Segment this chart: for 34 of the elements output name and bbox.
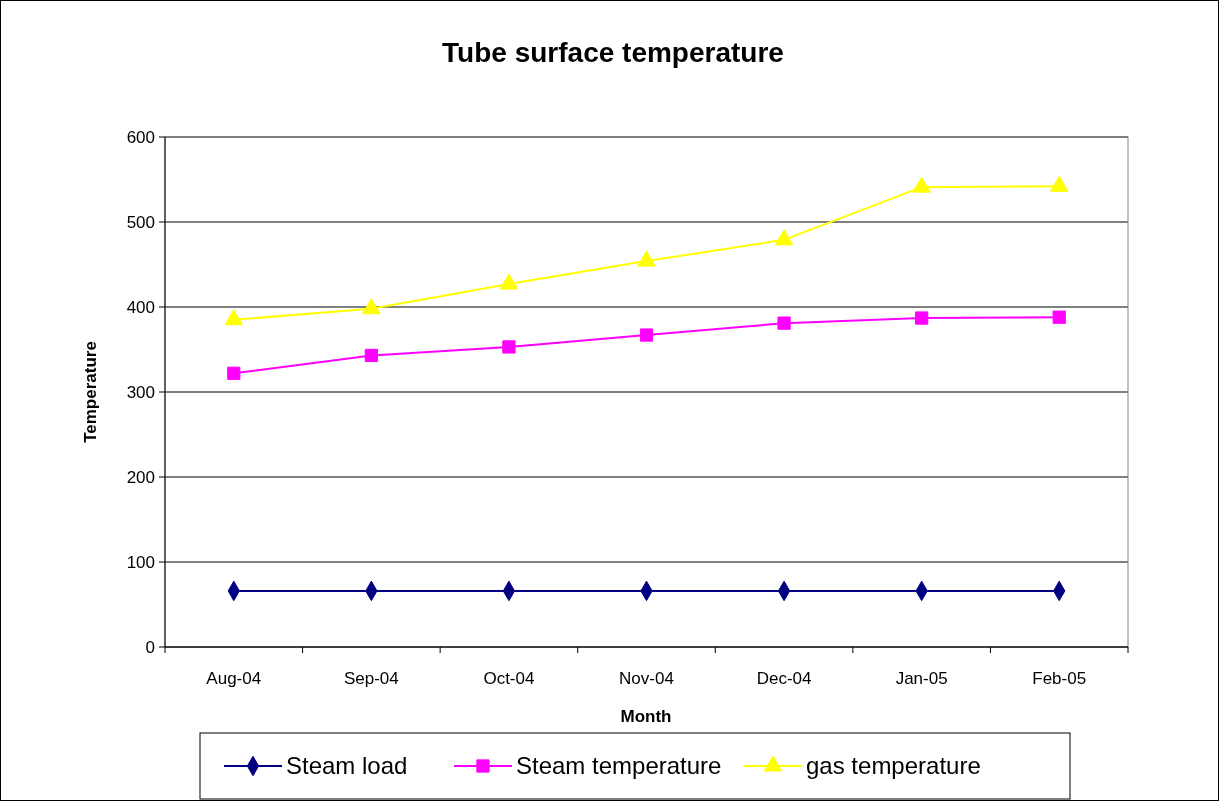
legend-label: Steam load xyxy=(286,752,408,780)
point xyxy=(915,311,929,325)
x-axis-title: Month xyxy=(620,707,672,726)
x-tick-label: Aug-04 xyxy=(206,669,262,688)
x-tick-label: Jan-05 xyxy=(895,669,948,688)
point xyxy=(639,328,654,342)
point xyxy=(362,298,381,315)
x-tick-label: Nov-04 xyxy=(619,669,674,688)
legend-label: Steam temperature xyxy=(516,752,722,780)
point xyxy=(1050,175,1069,192)
chart-title: Tube surface temperature xyxy=(442,37,784,68)
point xyxy=(637,250,656,267)
x-tick-label: Sep-04 xyxy=(343,669,399,688)
y-tick-label: 500 xyxy=(126,212,155,232)
x-tick-label: Feb-05 xyxy=(1032,669,1087,688)
x-tick-label: Oct-04 xyxy=(483,669,535,688)
point xyxy=(912,176,931,193)
point xyxy=(224,309,243,326)
y-tick-label: 600 xyxy=(126,127,155,147)
y-tick-label: 300 xyxy=(126,382,155,402)
y-tick-label: 100 xyxy=(126,552,155,572)
y-tick-label: 0 xyxy=(145,637,155,657)
point xyxy=(777,316,791,330)
x-tick-label: Dec-04 xyxy=(756,669,812,688)
y-axis-title: Temperature xyxy=(81,341,100,443)
point xyxy=(774,229,794,246)
point xyxy=(502,340,516,354)
point xyxy=(227,366,241,380)
point xyxy=(499,273,519,290)
point xyxy=(364,348,378,363)
point xyxy=(1052,310,1066,324)
legend-label: gas temperature xyxy=(806,752,981,780)
y-tick-label: 400 xyxy=(126,297,155,317)
y-tick-label: 200 xyxy=(126,467,155,487)
